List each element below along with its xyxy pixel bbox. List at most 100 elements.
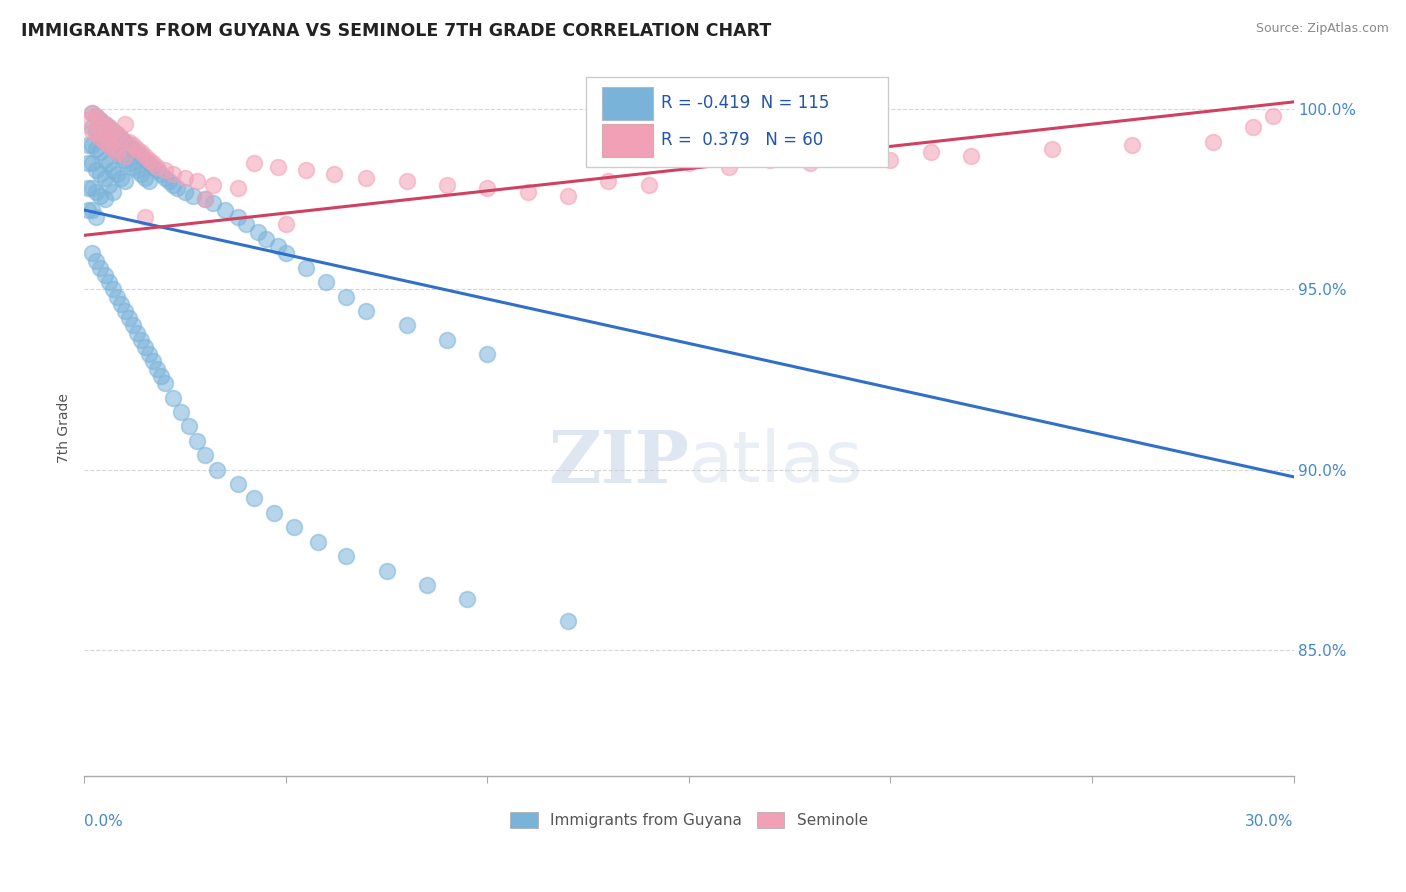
- Point: [1241, 120, 1264, 135]
- Point: [637, 178, 659, 192]
- Point: [82, 105, 104, 120]
- Point: [162, 391, 184, 405]
- Point: [138, 156, 160, 170]
- Point: [153, 170, 176, 185]
- Point: [295, 163, 318, 178]
- Y-axis label: 7th Grade: 7th Grade: [58, 393, 72, 463]
- Point: [110, 149, 132, 163]
- Point: [121, 138, 143, 153]
- Point: [179, 419, 201, 434]
- Point: [254, 232, 277, 246]
- Point: [960, 149, 983, 163]
- Point: [89, 145, 111, 160]
- Point: [194, 448, 217, 462]
- Point: [142, 354, 165, 368]
- Point: [263, 506, 285, 520]
- Point: [202, 195, 225, 210]
- Point: [477, 347, 499, 361]
- Point: [323, 167, 346, 181]
- Point: [93, 153, 115, 167]
- Point: [86, 163, 108, 178]
- Point: [114, 304, 136, 318]
- Point: [101, 124, 124, 138]
- Point: [105, 128, 128, 142]
- Point: [114, 153, 136, 167]
- Text: ZIP: ZIP: [548, 427, 689, 499]
- Point: [162, 178, 184, 192]
- Point: [598, 174, 620, 188]
- Point: [557, 188, 579, 202]
- Point: [134, 170, 156, 185]
- Point: [181, 188, 204, 202]
- Point: [436, 178, 458, 192]
- Point: [226, 477, 249, 491]
- Point: [162, 167, 184, 181]
- Point: [118, 311, 141, 326]
- Point: [89, 188, 111, 202]
- Point: [146, 163, 169, 178]
- Point: [105, 167, 128, 181]
- Point: [267, 239, 290, 253]
- Point: [242, 156, 264, 170]
- Legend: Immigrants from Guyana, Seminole: Immigrants from Guyana, Seminole: [503, 806, 875, 835]
- Point: [89, 112, 111, 127]
- Point: [315, 275, 337, 289]
- Point: [101, 124, 124, 138]
- Point: [82, 120, 104, 135]
- Point: [101, 163, 124, 178]
- Point: [93, 116, 115, 130]
- Text: IMMIGRANTS FROM GUYANA VS SEMINOLE 7TH GRADE CORRELATION CHART: IMMIGRANTS FROM GUYANA VS SEMINOLE 7TH G…: [21, 22, 772, 40]
- Point: [93, 192, 115, 206]
- Point: [125, 142, 148, 156]
- Point: [97, 138, 120, 153]
- Point: [105, 128, 128, 142]
- Point: [125, 145, 148, 160]
- Point: [89, 260, 111, 275]
- Point: [557, 614, 579, 628]
- Point: [97, 275, 120, 289]
- Point: [110, 131, 132, 145]
- Text: R =  0.379   N = 60: R = 0.379 N = 60: [661, 131, 824, 149]
- Point: [82, 156, 104, 170]
- Point: [86, 128, 108, 142]
- Point: [395, 318, 418, 333]
- Point: [134, 153, 156, 167]
- Point: [125, 326, 148, 340]
- Point: [129, 145, 152, 160]
- Text: 0.0%: 0.0%: [84, 814, 124, 830]
- Point: [194, 192, 217, 206]
- Point: [105, 289, 128, 303]
- Point: [138, 153, 160, 167]
- Point: [678, 156, 700, 170]
- Point: [307, 534, 329, 549]
- Text: R = -0.419  N = 115: R = -0.419 N = 115: [661, 95, 830, 112]
- Point: [97, 178, 120, 192]
- Point: [174, 170, 197, 185]
- Point: [718, 160, 741, 174]
- Point: [174, 185, 197, 199]
- Point: [235, 218, 257, 232]
- Point: [77, 202, 100, 217]
- Point: [110, 297, 132, 311]
- Point: [97, 120, 120, 135]
- Point: [153, 163, 176, 178]
- Point: [356, 170, 378, 185]
- Point: [101, 282, 124, 296]
- Point: [477, 181, 499, 195]
- FancyBboxPatch shape: [586, 77, 889, 168]
- Point: [93, 116, 115, 130]
- Point: [146, 160, 169, 174]
- Point: [105, 145, 128, 160]
- Point: [121, 160, 143, 174]
- Point: [114, 149, 136, 163]
- Point: [283, 520, 305, 534]
- Point: [142, 156, 165, 170]
- Point: [274, 246, 297, 260]
- Point: [214, 202, 236, 217]
- Point: [118, 135, 141, 149]
- Point: [114, 135, 136, 149]
- Point: [202, 178, 225, 192]
- Point: [1121, 138, 1143, 153]
- Point: [86, 142, 108, 156]
- Point: [456, 592, 478, 607]
